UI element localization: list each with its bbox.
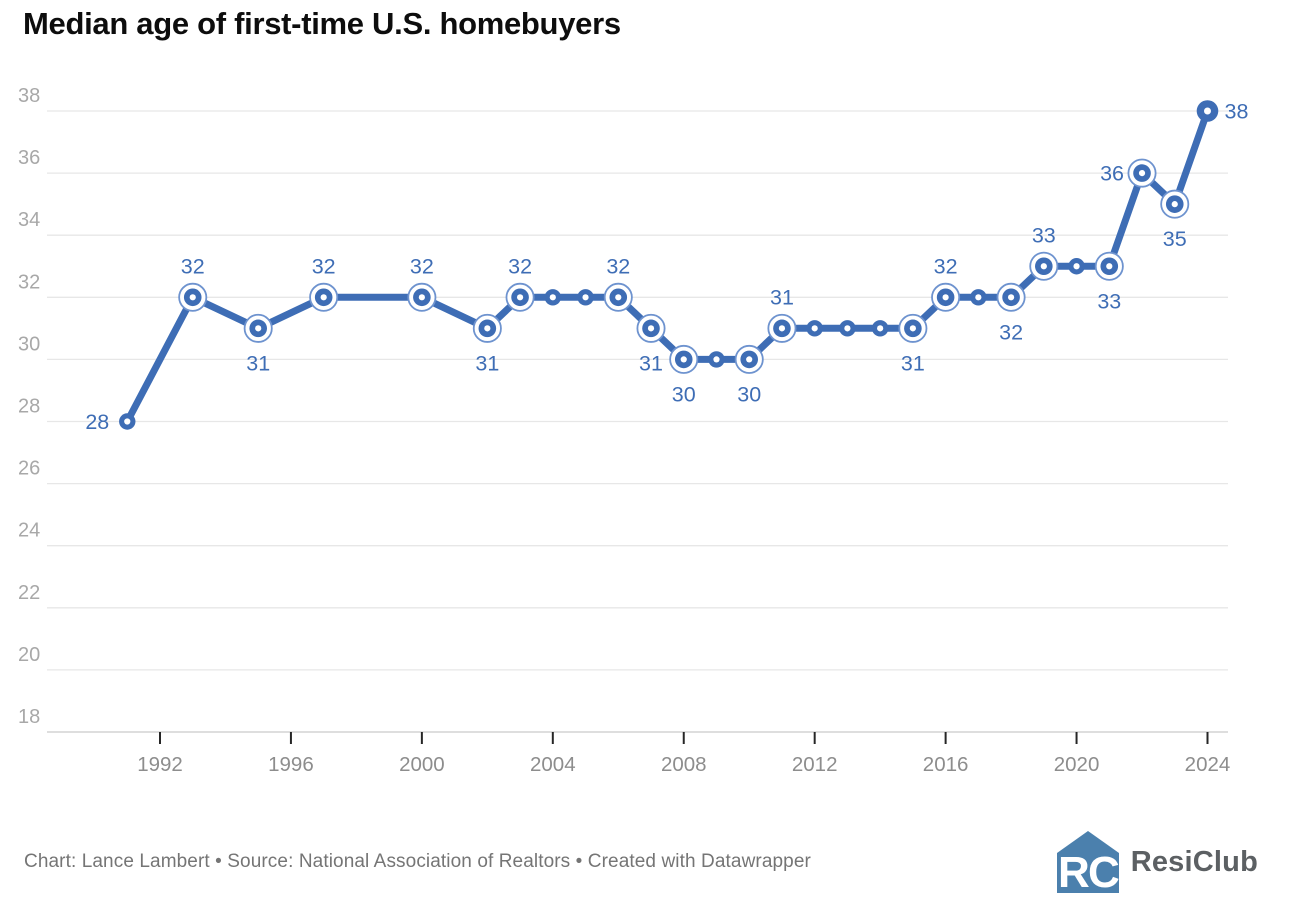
svg-text:32: 32 xyxy=(18,271,40,293)
svg-text:2016: 2016 xyxy=(923,753,969,776)
svg-text:R: R xyxy=(1058,848,1090,894)
svg-text:30: 30 xyxy=(737,382,761,406)
resiclub-house-icon: R C xyxy=(1056,831,1120,894)
svg-text:32: 32 xyxy=(606,254,630,278)
svg-text:2004: 2004 xyxy=(530,753,576,776)
chart-title: Median age of first-time U.S. homebuyers xyxy=(23,6,621,41)
svg-text:20: 20 xyxy=(18,644,40,666)
svg-text:22: 22 xyxy=(18,582,40,604)
svg-text:30: 30 xyxy=(18,333,40,355)
chart-attribution: Chart: Lance Lambert • Source: National … xyxy=(24,851,811,872)
svg-text:1996: 1996 xyxy=(268,753,314,776)
svg-text:32: 32 xyxy=(410,254,434,278)
svg-text:18: 18 xyxy=(18,706,40,728)
svg-text:32: 32 xyxy=(508,254,532,278)
svg-text:33: 33 xyxy=(1097,289,1121,313)
svg-text:31: 31 xyxy=(770,285,794,309)
svg-text:2012: 2012 xyxy=(792,753,838,776)
svg-text:31: 31 xyxy=(901,351,925,375)
svg-text:31: 31 xyxy=(475,351,499,375)
svg-text:30: 30 xyxy=(672,382,696,406)
svg-text:33: 33 xyxy=(1032,223,1056,247)
svg-text:31: 31 xyxy=(246,351,270,375)
svg-text:38: 38 xyxy=(1224,100,1248,124)
svg-text:28: 28 xyxy=(18,396,40,418)
svg-text:2008: 2008 xyxy=(661,753,707,776)
svg-text:2020: 2020 xyxy=(1054,753,1100,776)
resiclub-wordmark: ResiClub xyxy=(1130,845,1258,878)
resiclub-logo: R C ResiClub xyxy=(1056,830,1258,894)
svg-text:34: 34 xyxy=(18,209,40,231)
svg-text:24: 24 xyxy=(18,520,40,542)
svg-text:32: 32 xyxy=(181,254,205,278)
svg-text:C: C xyxy=(1088,848,1120,894)
line-chart-plot-area: 38 36 34 32 30 28 26 24 22 20 18 1992 1996 2000 2004 20… xyxy=(18,85,1248,776)
svg-text:38: 38 xyxy=(18,85,40,107)
svg-text:36: 36 xyxy=(1100,162,1124,186)
svg-text:32: 32 xyxy=(312,254,336,278)
svg-text:31: 31 xyxy=(639,351,663,375)
svg-text:1992: 1992 xyxy=(137,753,183,776)
svg-text:26: 26 xyxy=(18,458,40,480)
svg-text:36: 36 xyxy=(18,147,40,169)
chart-footer: Chart: Lance Lambert • Source: National … xyxy=(24,826,1258,898)
svg-text:32: 32 xyxy=(999,320,1023,344)
svg-text:2024: 2024 xyxy=(1185,753,1231,776)
svg-text:32: 32 xyxy=(934,254,958,278)
svg-text:35: 35 xyxy=(1163,227,1187,251)
svg-text:28: 28 xyxy=(85,410,109,434)
svg-text:2000: 2000 xyxy=(399,753,445,776)
